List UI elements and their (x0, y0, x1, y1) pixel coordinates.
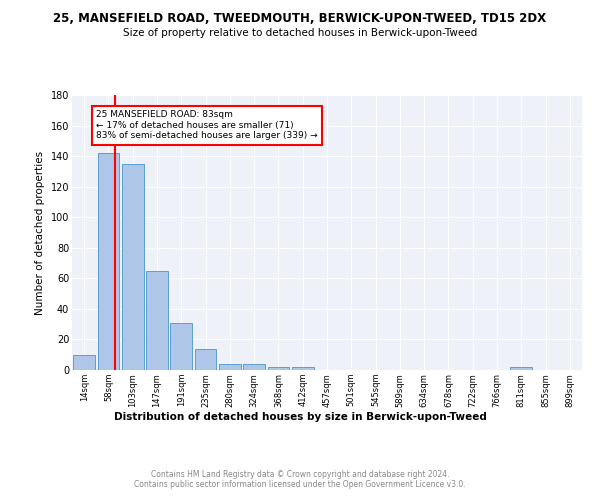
Text: Distribution of detached houses by size in Berwick-upon-Tweed: Distribution of detached houses by size … (113, 412, 487, 422)
Bar (170, 322, 192, 370)
Bar (292, 367, 314, 370)
Bar (511, 367, 532, 370)
Bar (73, 354, 95, 370)
Text: Size of property relative to detached houses in Berwick-upon-Tweed: Size of property relative to detached ho… (123, 28, 477, 38)
Bar (146, 270, 168, 370)
Bar (97, 153, 119, 370)
Bar (219, 364, 241, 370)
Bar (122, 164, 143, 370)
Bar (268, 367, 289, 370)
Text: 25 MANSEFIELD ROAD: 83sqm
← 17% of detached houses are smaller (71)
83% of semi-: 25 MANSEFIELD ROAD: 83sqm ← 17% of detac… (96, 110, 318, 140)
Bar (194, 348, 217, 370)
Bar (243, 364, 265, 370)
Text: Contains HM Land Registry data © Crown copyright and database right 2024.: Contains HM Land Registry data © Crown c… (151, 470, 449, 479)
Text: 25, MANSEFIELD ROAD, TWEEDMOUTH, BERWICK-UPON-TWEED, TD15 2DX: 25, MANSEFIELD ROAD, TWEEDMOUTH, BERWICK… (53, 12, 547, 26)
Y-axis label: Number of detached properties: Number of detached properties (35, 150, 45, 314)
Text: Contains public sector information licensed under the Open Government Licence v3: Contains public sector information licen… (134, 480, 466, 489)
